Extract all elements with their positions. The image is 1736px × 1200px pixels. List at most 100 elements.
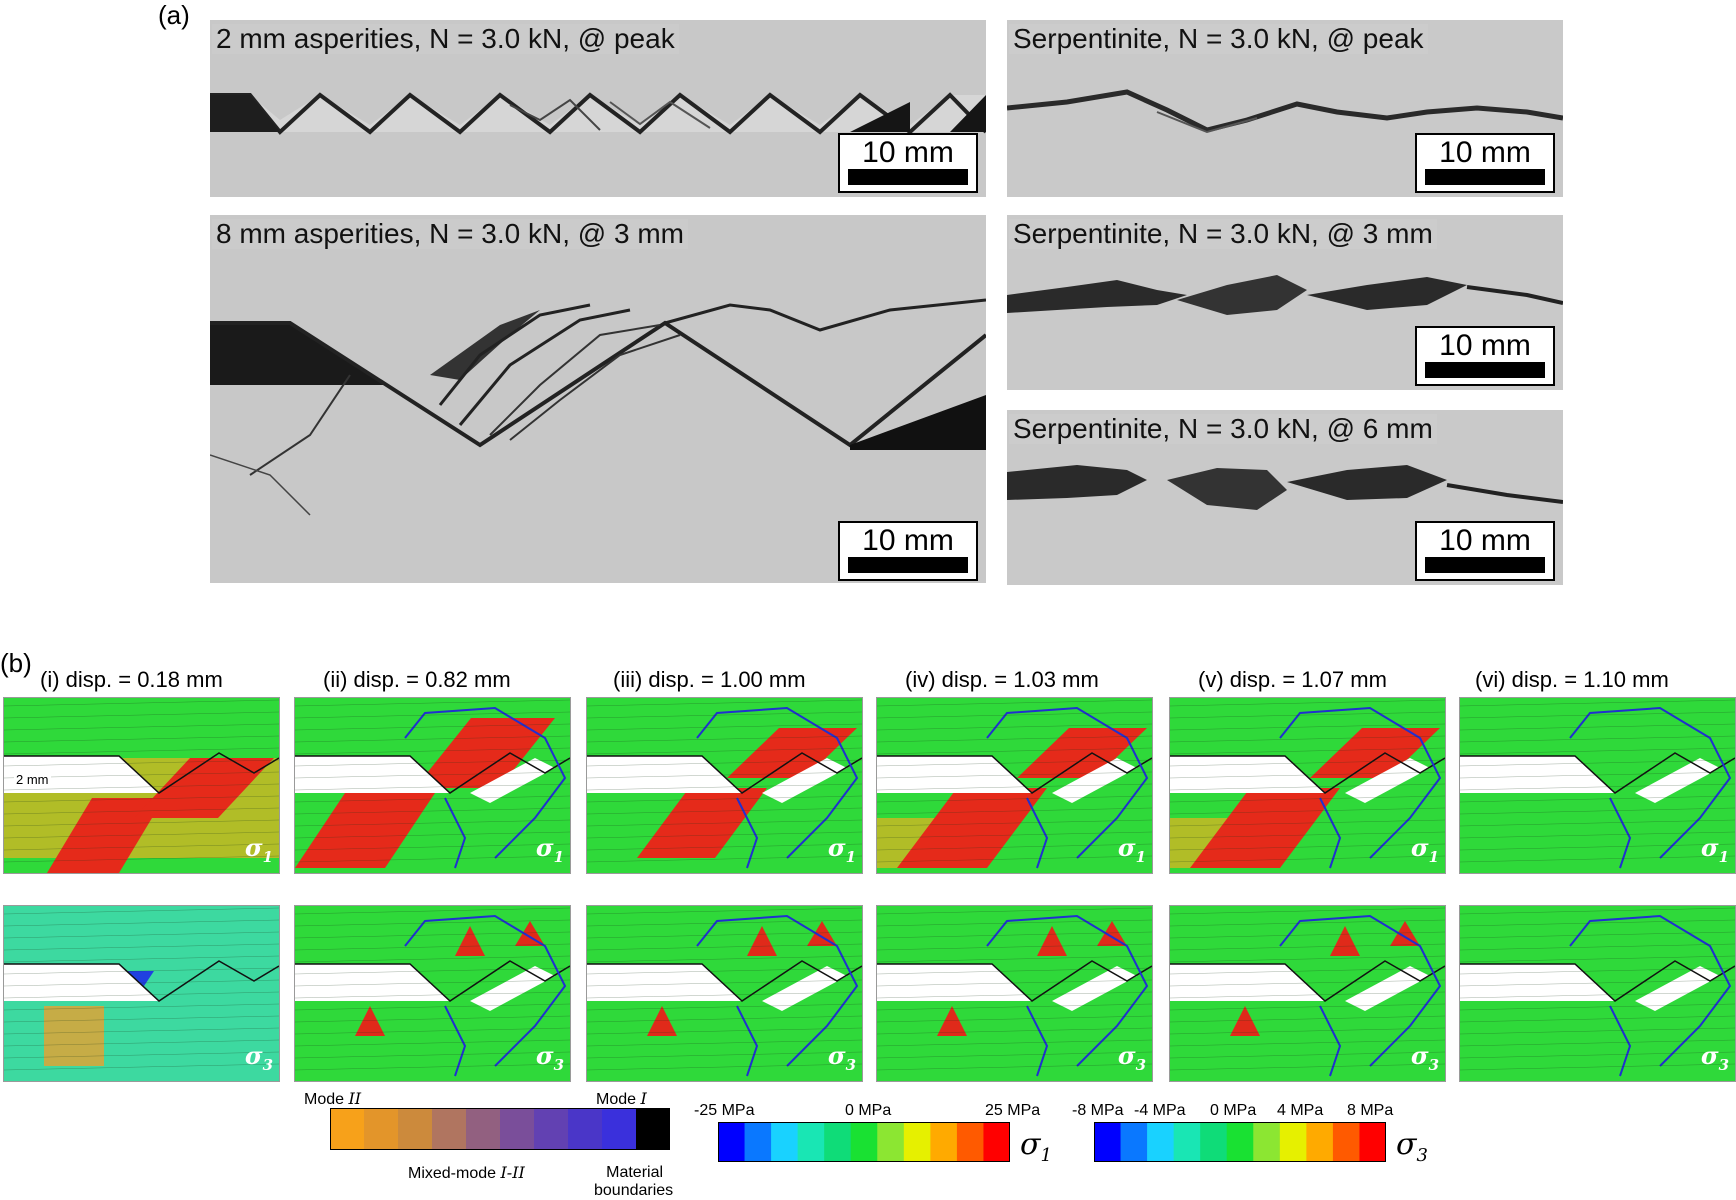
sigma1-label: σ1 xyxy=(1701,836,1729,869)
sigma1-colorbar xyxy=(718,1122,1010,1162)
sigma3-colorbar xyxy=(1094,1122,1386,1162)
photo-2mm-peak-title: 2 mm asperities, N = 3.0 kN, @ peak xyxy=(212,24,679,54)
stress-field-image xyxy=(587,906,862,1081)
stress-field-image xyxy=(295,906,570,1081)
photo-2mm-peak: 2 mm asperities, N = 3.0 kN, @ peak 10 m… xyxy=(210,20,986,197)
sigma-symbol: σ xyxy=(244,833,263,863)
mixed-mode-italic: I-II xyxy=(500,1163,525,1182)
sigma3-tick-m4: -4 MPa xyxy=(1134,1102,1186,1119)
sigma3-tick-8: 8 MPa xyxy=(1347,1102,1394,1119)
sigma3-legend-sigma: σ xyxy=(1396,1127,1417,1162)
sigma-subscript: 3 xyxy=(262,1056,273,1074)
mixed-mode-label: Mixed-mode I-II xyxy=(408,1164,525,1183)
sigma-subscript: 1 xyxy=(845,848,856,866)
boundaries-text: boundaries xyxy=(594,1182,674,1199)
scale-bar: 10 mm xyxy=(1415,521,1555,581)
sigma3-panel-5: σ3 xyxy=(1169,905,1446,1082)
panel-title-vi: (vi) disp. = 1.10 mm xyxy=(1475,667,1669,692)
sigma1-color-swatch xyxy=(983,1122,1010,1162)
sigma3-label: σ3 xyxy=(1411,1044,1439,1077)
sigma-subscript: 3 xyxy=(845,1056,856,1074)
sigma-subscript: 1 xyxy=(1428,848,1439,866)
sigma3-color-swatch xyxy=(1359,1122,1386,1162)
sigma1-label: σ1 xyxy=(828,836,856,869)
mode-color-swatch xyxy=(398,1108,433,1150)
mode-ii-text: Mode xyxy=(304,1091,349,1108)
sigma3-panel-6: σ3 xyxy=(1459,905,1736,1082)
sigma-symbol: σ xyxy=(1410,833,1429,863)
scale-bar-label: 10 mm xyxy=(1439,329,1531,362)
photo-8mm-3mm-title: 8 mm asperities, N = 3.0 kN, @ 3 mm xyxy=(212,219,688,249)
sigma1-label: σ1 xyxy=(536,836,564,869)
mode-color-swatch xyxy=(602,1108,637,1150)
sigma3-color-swatch xyxy=(1200,1122,1228,1162)
asperity-height-annotation: 2 mm xyxy=(14,772,51,787)
stress-field-image xyxy=(877,906,1152,1081)
panel-title-ii: (ii) disp. = 0.82 mm xyxy=(323,667,511,692)
sigma1-color-swatch xyxy=(771,1122,799,1162)
mode-ii-italic: II xyxy=(348,1089,362,1108)
part-b-label: (b) xyxy=(0,648,32,678)
mode-color-swatch xyxy=(534,1108,569,1150)
panel-title-v: (v) disp. = 1.07 mm xyxy=(1198,667,1387,692)
sigma3-panel-3: σ3 xyxy=(586,905,863,1082)
sigma3-color-swatch xyxy=(1253,1122,1281,1162)
sigma3-panel-1: σ3 xyxy=(3,905,280,1082)
sigma1-panel-5: σ1 xyxy=(1169,697,1446,874)
scale-bar: 10 mm xyxy=(838,133,978,193)
sigma3-tick-4: 4 MPa xyxy=(1277,1102,1324,1119)
scale-bar-line xyxy=(1425,362,1545,378)
sigma-symbol: σ xyxy=(535,833,554,863)
photo-serp-peak: Serpentinite, N = 3.0 kN, @ peak 10 mm xyxy=(1007,20,1563,197)
sigma-subscript: 3 xyxy=(1718,1056,1729,1074)
sigma1-color-swatch xyxy=(744,1122,772,1162)
scale-bar-line xyxy=(1425,557,1545,573)
sigma3-panel-4: σ3 xyxy=(876,905,1153,1082)
sigma3-legend-sub: 3 xyxy=(1416,1145,1428,1166)
mode-color-swatch xyxy=(636,1108,670,1150)
sigma-symbol: σ xyxy=(244,1041,263,1071)
sigma1-color-swatch xyxy=(930,1122,958,1162)
sigma1-tick-max: 25 MPa xyxy=(985,1102,1041,1119)
sigma3-label: σ3 xyxy=(1118,1044,1146,1077)
mode-i-italic: I xyxy=(640,1089,647,1108)
sigma3-label: σ3 xyxy=(828,1044,856,1077)
sigma3-color-swatch xyxy=(1147,1122,1175,1162)
scale-bar: 10 mm xyxy=(1415,326,1555,386)
photo-serp-3mm: Serpentinite, N = 3.0 kN, @ 3 mm 10 mm xyxy=(1007,215,1563,390)
sigma1-color-swatch xyxy=(956,1122,984,1162)
stress-field-image xyxy=(877,698,1152,873)
sigma3-tick-0: 0 MPa xyxy=(1210,1102,1257,1119)
sigma1-legend-sigma: σ xyxy=(1020,1127,1041,1162)
sigma-symbol: σ xyxy=(1117,833,1136,863)
sigma-subscript: 3 xyxy=(1428,1056,1439,1074)
sigma-subscript: 1 xyxy=(1718,848,1729,866)
sigma3-color-swatch xyxy=(1306,1122,1334,1162)
mode-color-swatch xyxy=(364,1108,399,1150)
sigma-subscript: 3 xyxy=(1135,1056,1146,1074)
mode-i-text: Mode xyxy=(596,1091,641,1108)
mode-i-label: Mode I xyxy=(596,1090,647,1109)
sigma3-label: σ3 xyxy=(536,1044,564,1077)
scale-bar-label: 10 mm xyxy=(862,524,954,557)
sigma3-panel-2: σ3 xyxy=(294,905,571,1082)
sigma1-tick-zero: 0 MPa xyxy=(845,1102,892,1119)
photo-serp-6mm-title: Serpentinite, N = 3.0 kN, @ 6 mm xyxy=(1009,414,1437,444)
sigma3-color-swatch xyxy=(1094,1122,1122,1162)
sigma1-color-swatch xyxy=(797,1122,825,1162)
stress-field-image xyxy=(1170,698,1445,873)
sigma-symbol: σ xyxy=(827,833,846,863)
sigma-subscript: 1 xyxy=(1135,848,1146,866)
mode-color-swatch xyxy=(500,1108,535,1150)
sigma1-color-swatch xyxy=(877,1122,905,1162)
mode-color-swatch xyxy=(432,1108,467,1150)
scale-bar: 10 mm xyxy=(838,521,978,581)
mode-color-swatch xyxy=(330,1108,365,1150)
fracture-mode-colorbar xyxy=(330,1108,670,1150)
sigma-subscript: 1 xyxy=(553,848,564,866)
mixed-mode-text: Mixed-mode xyxy=(408,1165,501,1182)
photo-serp-6mm: Serpentinite, N = 3.0 kN, @ 6 mm 10 mm xyxy=(1007,410,1563,585)
sigma-symbol: σ xyxy=(1410,1041,1429,1071)
scale-bar-line xyxy=(848,169,968,185)
scale-bar-label: 10 mm xyxy=(1439,136,1531,169)
